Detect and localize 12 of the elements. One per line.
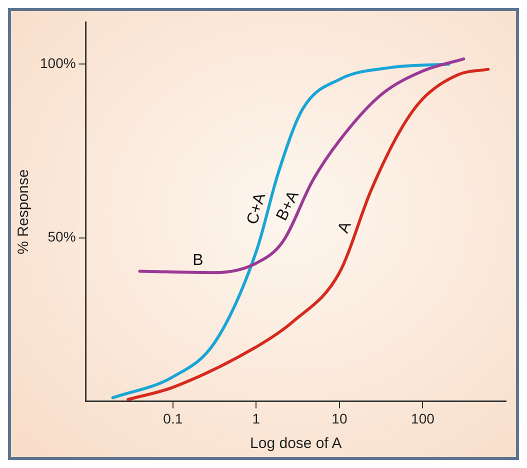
y-tick-label: 100%	[40, 54, 76, 71]
text: B+A	[274, 188, 303, 224]
x-tick-label: 100	[411, 410, 435, 426]
y-tick-label: 50%	[48, 228, 76, 245]
text: A	[335, 219, 355, 236]
y-axis-title: % Response	[15, 169, 32, 254]
x-tick-label: 0.1	[163, 410, 183, 426]
x-tick-label: 10	[332, 410, 348, 426]
x-tick-label: 1	[252, 410, 260, 426]
annotation: B	[192, 252, 204, 270]
text: C+A	[244, 191, 270, 226]
x-axis-title: Log dose of A	[250, 435, 342, 452]
